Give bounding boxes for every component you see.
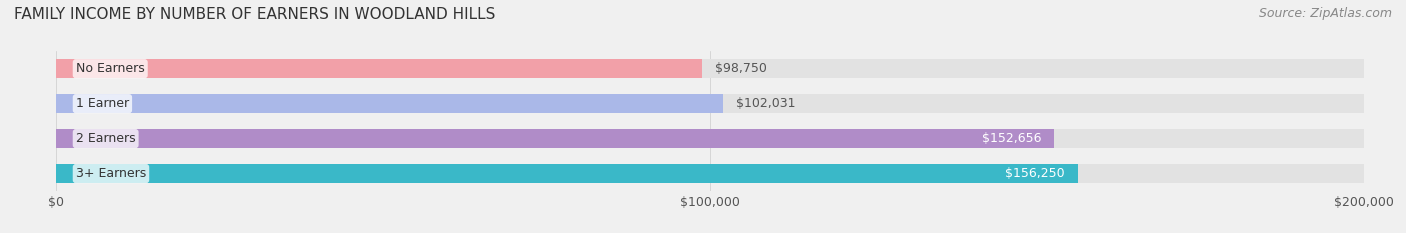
Bar [56, 164, 1364, 183]
Bar [56, 59, 1364, 78]
Text: $98,750: $98,750 [714, 62, 766, 75]
Text: 2 Earners: 2 Earners [76, 132, 135, 145]
Text: $156,250: $156,250 [1005, 167, 1064, 180]
Text: Source: ZipAtlas.com: Source: ZipAtlas.com [1258, 7, 1392, 20]
Bar [56, 129, 1364, 148]
Text: $152,656: $152,656 [981, 132, 1042, 145]
Text: 3+ Earners: 3+ Earners [76, 167, 146, 180]
Bar [56, 59, 702, 78]
Text: $102,031: $102,031 [737, 97, 796, 110]
Text: No Earners: No Earners [76, 62, 145, 75]
Bar [56, 94, 723, 113]
Bar [56, 94, 1364, 113]
Text: 1 Earner: 1 Earner [76, 97, 129, 110]
Bar [56, 164, 1078, 183]
Bar [56, 129, 1054, 148]
Text: FAMILY INCOME BY NUMBER OF EARNERS IN WOODLAND HILLS: FAMILY INCOME BY NUMBER OF EARNERS IN WO… [14, 7, 495, 22]
